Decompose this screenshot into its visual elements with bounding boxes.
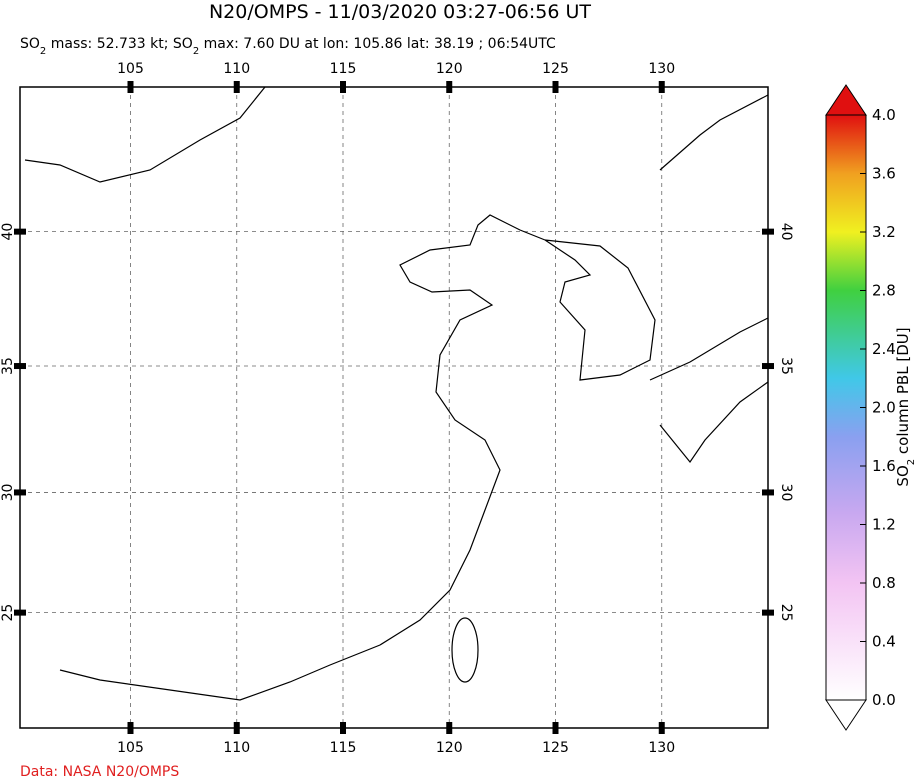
korea-coast — [544, 239, 656, 381]
lon-tick-label: 130 — [648, 740, 675, 756]
lon-tick-label: 125 — [542, 740, 569, 756]
border — [24, 86, 266, 183]
lon-tick-label: 115 — [330, 61, 357, 77]
lon-tick-label: 105 — [117, 740, 144, 756]
lon-tick-label: 120 — [436, 61, 463, 77]
japan-coast — [649, 94, 769, 464]
subtitle: SO2 mass: 52.733 kt; SO2 max: 7.60 DU at… — [20, 36, 556, 57]
lat-tick-label: 40 — [0, 223, 16, 241]
colorbar-tick-label: 0.4 — [872, 633, 896, 651]
taiwan — [451, 617, 479, 683]
colorbar-tick-label: 3.2 — [872, 223, 896, 241]
lat-tick-label: 30 — [778, 484, 794, 502]
lat-tick-label: 30 — [0, 484, 16, 502]
text-part: column PBL [DU] — [894, 327, 912, 458]
lat-tick-label: 35 — [0, 357, 16, 375]
colorbar-tick-label: 2.0 — [872, 399, 896, 417]
colorbar-tick-label: 3.6 — [872, 165, 896, 183]
graticule — [20, 87, 768, 728]
lat-tick-label: 35 — [778, 357, 794, 375]
lon-tick-label: 115 — [330, 740, 357, 756]
colorbar-tick-label: 1.6 — [872, 457, 896, 475]
lat-tick-label: 25 — [0, 604, 16, 622]
colorbar-max-extension — [825, 84, 867, 116]
lon-tick-label: 105 — [117, 61, 144, 77]
text-part: mass: 52.733 kt; SO — [46, 36, 193, 52]
colorbar-tick-label: 0.0 — [872, 691, 896, 709]
colorbar-tick-label: 1.2 — [872, 516, 896, 534]
coastlines — [24, 86, 769, 701]
lon-tick-label: 110 — [223, 61, 250, 77]
subscript: 2 — [906, 459, 917, 465]
lon-tick-label: 130 — [648, 61, 675, 77]
subscript: 2 — [40, 46, 46, 57]
text-part: SO — [894, 465, 912, 486]
title: N20/OMPS - 11/03/2020 03:27-06:56 UT — [209, 1, 591, 23]
lon-tick-label: 125 — [542, 61, 569, 77]
colorbar-tick-label: 2.8 — [872, 282, 896, 300]
colorbar-tick-label: 0.8 — [872, 574, 896, 592]
lon-tick-label: 110 — [223, 740, 250, 756]
map-frame — [19, 86, 769, 729]
lon-tick-label: 120 — [436, 740, 463, 756]
text-part: SO — [20, 36, 40, 52]
lat-tick-label: 25 — [778, 604, 794, 622]
colorbar-min-extension — [825, 699, 867, 731]
subscript: 2 — [193, 46, 199, 57]
colorbar-label: SO2 column PBL [DU] — [894, 327, 917, 486]
colorbar-tick-label: 2.4 — [872, 340, 896, 358]
colorbar-tick-label: 4.0 — [872, 106, 896, 124]
credit: Data: NASA N20/OMPS — [20, 764, 179, 780]
lat-tick-label: 40 — [778, 223, 794, 241]
text-part: max: 7.60 DU at lon: 105.86 lat: 38.19 ;… — [199, 36, 556, 52]
china-coast — [59, 214, 546, 701]
colorbar — [825, 114, 867, 701]
